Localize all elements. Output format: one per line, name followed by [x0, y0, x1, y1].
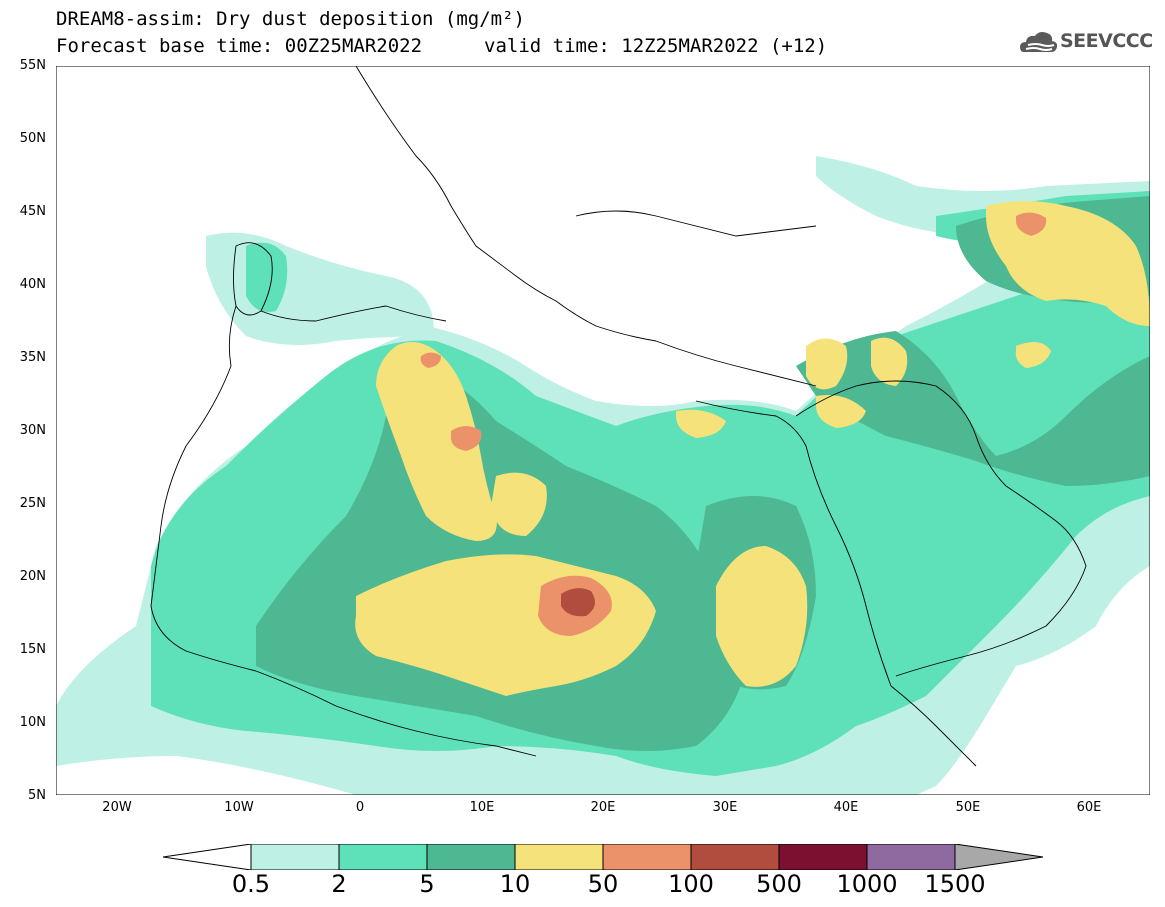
colorbar: [163, 844, 1043, 870]
forecast-base-time: Forecast base time: 00Z25MAR2022: [56, 35, 422, 57]
lat-label: 20N: [0, 569, 46, 584]
lat-label: 15N: [0, 642, 46, 657]
colorbar-segment: [339, 844, 427, 870]
lat-label: 40N: [0, 277, 46, 292]
colorbar-label: 1500: [920, 870, 990, 898]
colorbar-label: 50: [568, 870, 638, 898]
colorbar-segment: [779, 844, 867, 870]
colorbar-label: 5: [392, 870, 462, 898]
colorbar-label: 2: [304, 870, 374, 898]
lon-label: 10E: [457, 800, 507, 815]
colorbar-segment: [691, 844, 779, 870]
colorbar-label: 10: [480, 870, 550, 898]
lon-label: 20E: [578, 800, 628, 815]
lat-label: 55N: [0, 58, 46, 73]
colorbar-segment: [867, 844, 955, 870]
lon-label: 0: [335, 800, 385, 815]
colorbar-label: 100: [656, 870, 726, 898]
lat-label: 35N: [0, 350, 46, 365]
lon-label: 40E: [821, 800, 871, 815]
lat-label: 10N: [0, 715, 46, 730]
logo-text: SEEVCCC: [1060, 30, 1153, 52]
lon-label: 30E: [700, 800, 750, 815]
map-title: DREAM8-assim: Dry dust deposition (mg/m²…: [56, 8, 525, 30]
lon-label: 60E: [1064, 800, 1114, 815]
colorbar-segment: [427, 844, 515, 870]
dust-deposition-map: [56, 66, 1150, 795]
lat-label: 30N: [0, 423, 46, 438]
colorbar-label: 0.5: [216, 870, 286, 898]
colorbar-segment: [603, 844, 691, 870]
lat-label: 5N: [0, 788, 46, 803]
colorbar-under-triangle: [163, 844, 251, 870]
lat-label: 50N: [0, 131, 46, 146]
colorbar-over-triangle: [955, 844, 1043, 870]
lat-label: 25N: [0, 496, 46, 511]
colorbar-label: 500: [744, 870, 814, 898]
colorbar-label: 1000: [832, 870, 902, 898]
lat-label: 45N: [0, 204, 46, 219]
lon-label: 10W: [214, 800, 264, 815]
lon-label: 50E: [943, 800, 993, 815]
valid-time: valid time: 12Z25MAR2022 (+12): [484, 35, 827, 57]
lon-label: 20W: [92, 800, 142, 815]
colorbar-segment: [251, 844, 339, 870]
colorbar-segment: [515, 844, 603, 870]
